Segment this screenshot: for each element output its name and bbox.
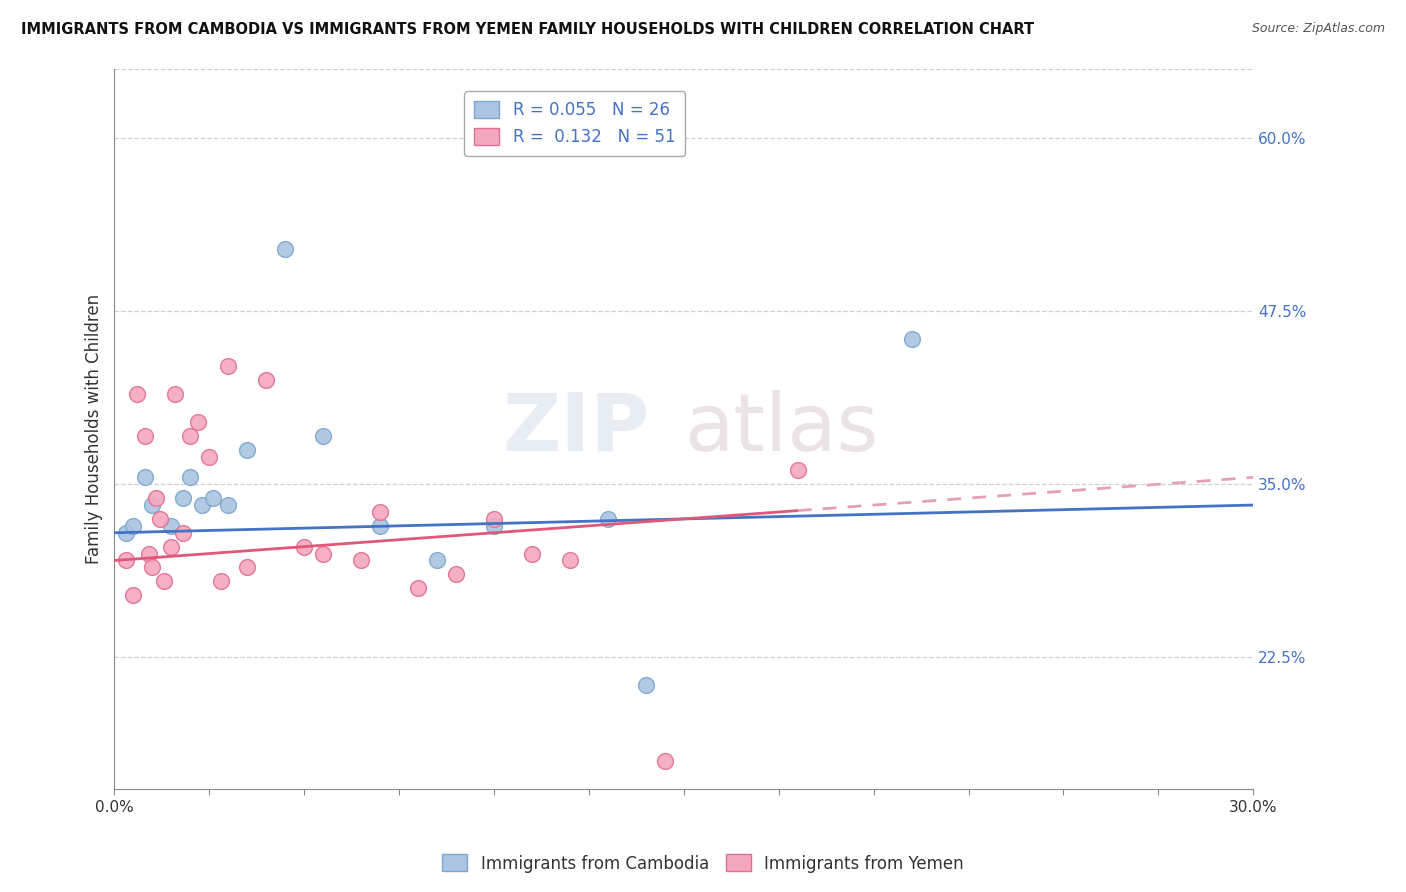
Point	[198, 450, 221, 464]
Point	[236, 442, 259, 457]
Point	[165, 387, 187, 401]
Point	[786, 463, 808, 477]
Legend: R = 0.055   N = 26, R =  0.132   N = 51: R = 0.055 N = 26, R = 0.132 N = 51	[464, 91, 685, 156]
Y-axis label: Family Households with Children: Family Households with Children	[86, 293, 103, 564]
Point	[312, 547, 335, 561]
Point	[114, 525, 136, 540]
Text: atlas: atlas	[683, 390, 879, 467]
Point	[254, 373, 277, 387]
Point	[134, 470, 156, 484]
Point	[172, 525, 194, 540]
Point	[172, 491, 194, 505]
Point	[149, 512, 172, 526]
Point	[187, 415, 209, 429]
Point	[444, 567, 467, 582]
Point	[350, 553, 373, 567]
Point	[558, 553, 581, 567]
Point	[520, 547, 543, 561]
Point	[426, 553, 449, 567]
Point	[217, 498, 239, 512]
Point	[179, 429, 201, 443]
Point	[368, 519, 391, 533]
Point	[160, 519, 183, 533]
Point	[202, 491, 225, 505]
Point	[141, 498, 163, 512]
Point	[634, 678, 657, 692]
Point	[152, 574, 174, 589]
Point	[292, 540, 315, 554]
Point	[145, 491, 167, 505]
Point	[482, 512, 505, 526]
Point	[179, 470, 201, 484]
Point	[217, 359, 239, 374]
Text: IMMIGRANTS FROM CAMBODIA VS IMMIGRANTS FROM YEMEN FAMILY HOUSEHOLDS WITH CHILDRE: IMMIGRANTS FROM CAMBODIA VS IMMIGRANTS F…	[21, 22, 1035, 37]
Point	[122, 519, 145, 533]
Point	[134, 429, 156, 443]
Point	[122, 588, 145, 602]
Text: ZIP: ZIP	[502, 390, 650, 467]
Point	[160, 540, 183, 554]
Point	[138, 547, 160, 561]
Point	[406, 581, 429, 595]
Point	[654, 755, 676, 769]
Point	[368, 505, 391, 519]
Point	[274, 242, 297, 256]
Point	[141, 560, 163, 574]
Point	[596, 512, 619, 526]
Point	[900, 332, 922, 346]
Text: Source: ZipAtlas.com: Source: ZipAtlas.com	[1251, 22, 1385, 36]
Point	[190, 498, 212, 512]
Point	[114, 553, 136, 567]
Point	[127, 387, 149, 401]
Legend: Immigrants from Cambodia, Immigrants from Yemen: Immigrants from Cambodia, Immigrants fro…	[436, 847, 970, 880]
Point	[209, 574, 232, 589]
Point	[236, 560, 259, 574]
Point	[482, 519, 505, 533]
Point	[312, 429, 335, 443]
